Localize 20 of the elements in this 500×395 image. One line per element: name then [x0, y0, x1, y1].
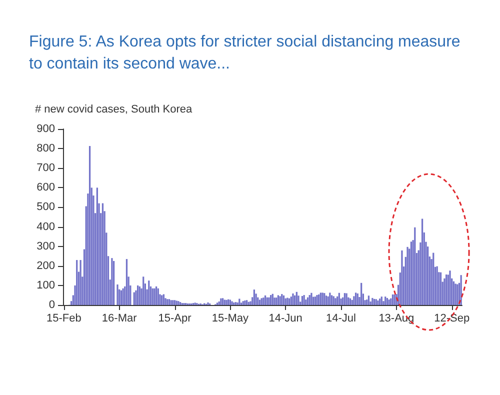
y-tick-label: 100 — [36, 279, 55, 292]
x-tick-label: 14-Jul — [326, 312, 356, 324]
x-tick-label: 16-Mar — [102, 312, 138, 324]
y-tick-label: 700 — [36, 162, 55, 174]
x-tick-label: 15-Feb — [46, 312, 82, 324]
y-tick-label: 300 — [36, 240, 55, 252]
y-tick-label: 900 — [36, 123, 55, 135]
x-tick-label: 13-Aug — [378, 312, 414, 324]
x-tick-label: 12-Sep — [434, 312, 470, 324]
x-tick-label: 15-May — [212, 312, 250, 324]
y-tick-label: 500 — [36, 201, 55, 214]
y-tick-label: 0 — [48, 299, 55, 311]
y-axis-title: # new covid cases, South Korea — [35, 104, 194, 116]
y-tick-label: 600 — [36, 182, 55, 194]
y-tick-label: 200 — [36, 260, 55, 272]
y-tick-label: 800 — [36, 142, 55, 155]
chart-title: Figure 5: As Korea opts for stricter social distancing measure to contain its second wave... — [29, 34, 465, 72]
x-tick-label: 14-Jun — [268, 312, 302, 324]
x-tick-label: 15-Apr — [158, 312, 192, 324]
y-tick-label: 400 — [36, 220, 55, 233]
